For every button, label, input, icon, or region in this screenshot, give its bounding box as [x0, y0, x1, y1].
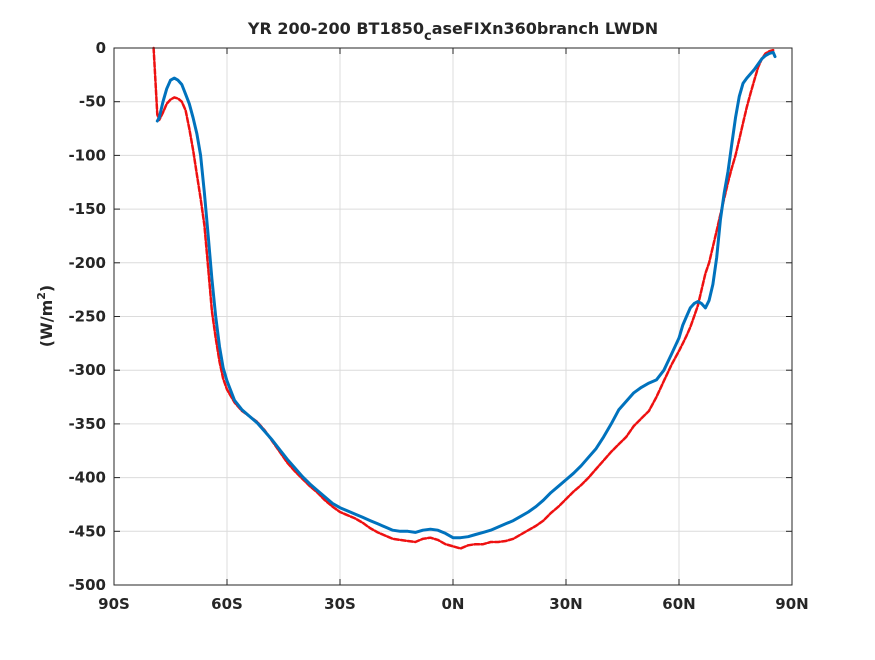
y-tick-label: -300: [68, 361, 106, 379]
chart-title-main: YR 200-200 BT1850: [247, 19, 424, 38]
series-line-blue-solid: [155, 50, 777, 540]
y-tick-label: -100: [68, 146, 106, 164]
x-tick-label: 90N: [775, 595, 808, 613]
series-line-red-dashed: [152, 46, 775, 550]
y-tick-labels: 0 -50 -100 -150 -200 -250 -300 -350 -400 -450 -500: [68, 39, 106, 594]
y-axis-label: (W/m2): [35, 285, 56, 347]
x-tick-label: 60N: [662, 595, 695, 613]
y-tick-label: -150: [68, 200, 106, 218]
y-tick-label: -450: [68, 522, 106, 540]
y-tick-label: -400: [68, 469, 106, 487]
y-tick-label: -200: [68, 254, 106, 272]
x-tick-label: 30S: [324, 595, 356, 613]
tick-marks: [113, 47, 793, 586]
y-axis-label-superscript: 2: [35, 292, 48, 300]
x-tick-label: 60S: [211, 595, 243, 613]
chart-title-subscript: c: [424, 29, 432, 44]
x-tick-labels: 90S 60S 30S 0N 30N 60N 90N: [98, 595, 809, 613]
x-tick-label: 0N: [442, 595, 465, 613]
chart-title-rest: aseFIXn360branch LWDN: [432, 19, 658, 38]
y-tick-label: 0: [96, 39, 106, 57]
y-tick-label: -250: [68, 308, 106, 326]
chart-title: YR 200-200 BT1850caseFIXn360branch LWDN: [247, 19, 658, 44]
x-tick-label: 30N: [549, 595, 582, 613]
x-tick-label: 90S: [98, 595, 130, 613]
y-tick-label: -500: [68, 576, 106, 594]
grid: [114, 48, 792, 585]
series-layer: [152, 46, 777, 550]
y-tick-label: -350: [68, 415, 106, 433]
y-axis-label-main: (W/m: [37, 300, 56, 347]
y-axis-label-close: ): [37, 285, 56, 292]
y-tick-label: -50: [79, 93, 106, 111]
